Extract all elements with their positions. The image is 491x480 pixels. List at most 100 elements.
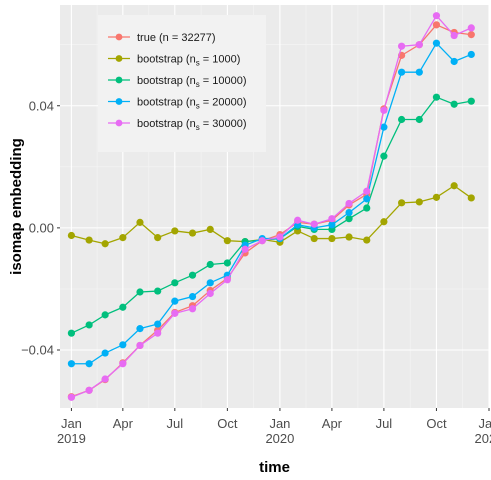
data-point <box>223 259 231 267</box>
x-tick-label: Jan <box>479 416 491 431</box>
data-point <box>171 227 179 235</box>
data-point <box>241 245 249 253</box>
data-point <box>119 360 127 368</box>
legend-label-text: = 30000) <box>200 118 247 130</box>
legend-box <box>98 15 266 152</box>
data-point <box>206 289 214 298</box>
data-point <box>398 199 406 207</box>
legend-label: bootstrap (ns = 10000) <box>137 75 247 89</box>
data-point <box>101 375 109 383</box>
data-point <box>223 276 231 284</box>
data-point <box>398 115 406 124</box>
x-tick-label: Jan <box>61 416 82 431</box>
data-point <box>119 341 127 349</box>
data-point <box>310 234 318 243</box>
legend-label-subscript: s <box>196 102 200 111</box>
legend: true (n = 32277)bootstrap (ns = 1000)boo… <box>98 15 266 152</box>
data-point <box>119 303 127 311</box>
x-tick-label: Oct <box>426 416 447 431</box>
data-point <box>67 393 76 401</box>
series-5 <box>67 12 475 401</box>
data-point <box>206 279 214 287</box>
data-point <box>136 288 144 296</box>
legend-label: bootstrap (ns = 1000) <box>137 54 240 68</box>
data-point <box>67 360 76 368</box>
legend-label: true (n = 32277) <box>137 32 216 44</box>
legend-label-text: 32277) <box>181 32 215 44</box>
data-point <box>467 24 475 32</box>
legend-label: bootstrap (ns = 30000) <box>137 118 247 132</box>
data-point <box>467 50 475 59</box>
data-point <box>101 349 109 357</box>
legend-item: bootstrap (ns = 1000) <box>108 54 240 68</box>
data-point <box>101 240 109 248</box>
data-point <box>67 231 76 240</box>
data-point <box>432 193 441 201</box>
data-point <box>363 204 371 212</box>
data-point <box>432 12 441 20</box>
legend-key-point <box>115 33 123 41</box>
data-point <box>345 209 353 217</box>
data-point <box>432 21 441 29</box>
legend-label-subscript: s <box>196 123 200 132</box>
data-point <box>467 194 475 202</box>
data-point <box>328 221 336 229</box>
data-point <box>171 279 179 287</box>
legend-item: bootstrap (ns = 20000) <box>108 97 247 111</box>
data-point <box>154 329 162 337</box>
legend-key-point <box>115 55 123 62</box>
data-point <box>450 100 458 108</box>
y-tick-label: −0.04 <box>21 342 54 357</box>
data-point <box>154 234 162 242</box>
legend-label-text: bootstrap (n <box>137 97 196 109</box>
legend-item: bootstrap (ns = 30000) <box>108 118 247 132</box>
data-point <box>85 386 93 394</box>
legend-label-text: true (n = <box>137 32 181 44</box>
data-point <box>276 233 284 241</box>
data-point <box>171 309 179 317</box>
data-point <box>310 220 318 228</box>
y-tick-label: 0.04 <box>29 98 54 113</box>
data-point <box>136 218 144 226</box>
data-point <box>345 215 353 223</box>
data-point <box>85 360 93 368</box>
data-point <box>85 321 93 329</box>
x-axis-title: time <box>259 459 290 476</box>
data-point <box>345 199 353 208</box>
x-tick-year-label: 2019 <box>57 431 86 446</box>
data-point <box>450 57 458 66</box>
legend-label-text: = 1000) <box>200 54 241 66</box>
legend-label-text: bootstrap (n <box>137 54 196 66</box>
data-point <box>294 216 302 224</box>
data-point <box>136 341 144 350</box>
data-point <box>415 115 423 124</box>
data-point <box>450 182 458 190</box>
data-point <box>398 68 406 76</box>
data-point <box>154 287 162 295</box>
data-point <box>450 31 458 40</box>
data-point <box>380 106 388 114</box>
x-tick-label: Jul <box>376 416 393 431</box>
legend-label-subscript: s <box>196 59 200 68</box>
legend-key-point <box>115 98 123 105</box>
data-point <box>188 271 197 279</box>
x-tick-label: Apr <box>113 416 134 431</box>
y-tick-label: 0.00 <box>29 220 54 235</box>
data-point <box>380 152 388 160</box>
data-point <box>258 237 266 245</box>
y-axis-title: isomap embedding <box>8 138 25 275</box>
legend-key-point <box>115 76 123 84</box>
data-point <box>467 97 475 105</box>
data-point <box>363 195 371 203</box>
data-point <box>101 311 109 319</box>
data-point <box>188 305 197 313</box>
data-point <box>380 218 388 226</box>
x-tick-label: Oct <box>217 416 238 431</box>
legend-label-text: = 10000) <box>200 75 247 87</box>
data-point <box>119 234 127 242</box>
data-point <box>432 39 441 47</box>
x-tick-label: Jul <box>167 416 184 431</box>
data-point <box>398 42 406 50</box>
